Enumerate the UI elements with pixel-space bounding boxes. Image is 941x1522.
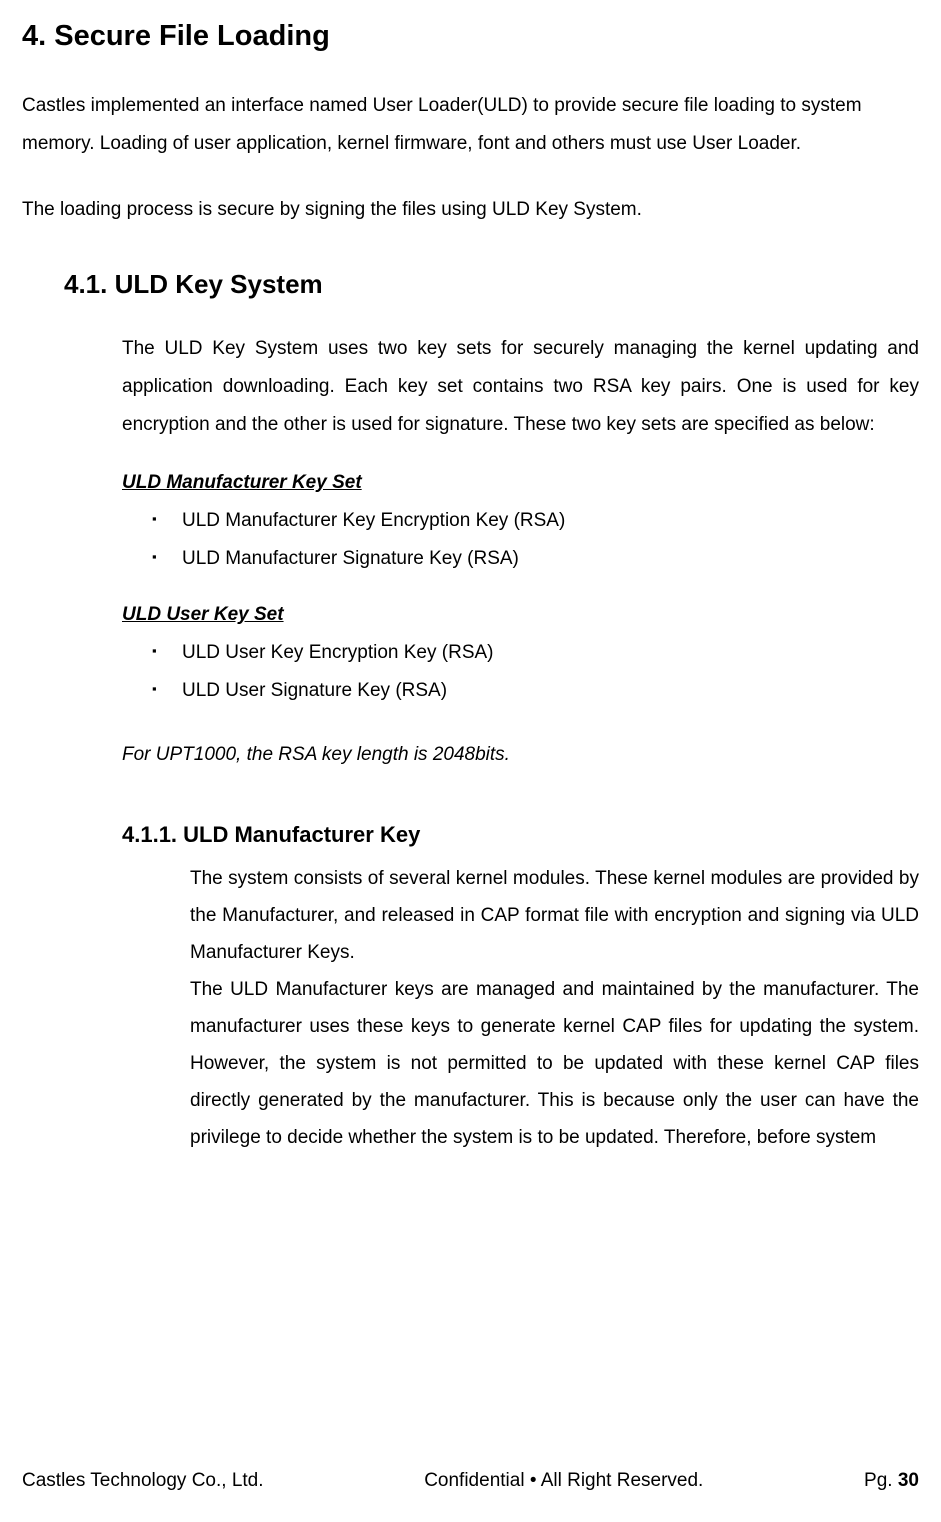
list-item: ULD Manufacturer Key Encryption Key (RSA… — [152, 502, 919, 540]
list-item: ULD User Key Encryption Key (RSA) — [152, 634, 919, 672]
footer-page: Pg. 30 — [864, 1470, 919, 1492]
footer-page-number: 30 — [898, 1470, 919, 1491]
section-4-1-1-heading: 4.1.1. ULD Manufacturer Key — [122, 822, 919, 848]
intro-paragraph: Castles implemented an interface named U… — [22, 87, 919, 163]
footer-page-label: Pg. — [864, 1470, 898, 1491]
user-keyset-title: ULD User Key Set — [122, 604, 919, 626]
section-4-1-1-para1: The system consists of several kernel mo… — [190, 860, 919, 971]
mfr-keyset-title: ULD Manufacturer Key Set — [122, 472, 919, 494]
secure-paragraph: The loading process is secure by signing… — [22, 191, 919, 229]
footer-company: Castles Technology Co., Ltd. — [22, 1470, 264, 1492]
chapter-heading: 4. Secure File Loading — [22, 20, 919, 53]
user-keyset-list: ULD User Key Encryption Key (RSA) ULD Us… — [152, 634, 919, 710]
page-footer: Castles Technology Co., Ltd. Confidentia… — [22, 1470, 919, 1492]
section-4-1-paragraph: The ULD Key System uses two key sets for… — [122, 330, 919, 444]
footer-confidential: Confidential • All Right Reserved. — [424, 1470, 703, 1492]
section-4-1-heading: 4.1. ULD Key System — [64, 269, 919, 300]
list-item: ULD Manufacturer Signature Key (RSA) — [152, 540, 919, 578]
section-4-1-1-para2: The ULD Manufacturer keys are managed an… — [190, 971, 919, 1156]
rsa-note: For UPT1000, the RSA key length is 2048b… — [122, 736, 919, 774]
list-item: ULD User Signature Key (RSA) — [152, 672, 919, 710]
mfr-keyset-list: ULD Manufacturer Key Encryption Key (RSA… — [152, 502, 919, 578]
